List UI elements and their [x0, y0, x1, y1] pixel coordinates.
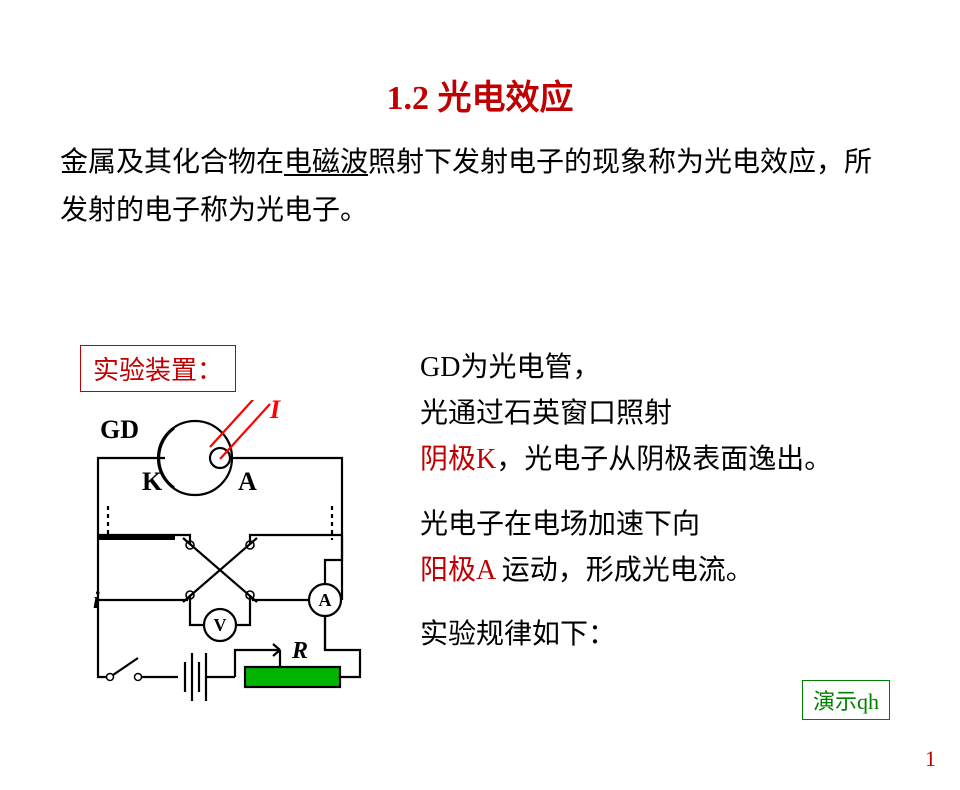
intro-paragraph: 金属及其化合物在电磁波照射下发射电子的现象称为光电效应，所发射的电子称为光电子。 — [60, 139, 900, 234]
desc-p3: 实验规律如下： — [420, 612, 900, 658]
current-i-label: i — [93, 588, 100, 614]
p1-b: 光通过石英窗口照射 — [420, 398, 672, 429]
gd-label: GD — [100, 415, 139, 444]
p2-b-post: 运动，形成光电流。 — [495, 555, 754, 586]
intro-pre: 金属及其化合物在 — [60, 147, 284, 178]
k-label: K — [142, 467, 163, 496]
desc-p1: GD为光电管， 光通过石英窗口照射 阴极K，光电子从阴极表面逸出。 — [420, 345, 900, 484]
circuit-diagram: V A GDK A Ii R — [70, 400, 390, 720]
voltmeter-label: V — [214, 615, 227, 635]
page-title: 1.2 光电效应 — [0, 70, 960, 119]
title-text: 1.2 光电效应 — [387, 80, 574, 117]
p2-b-red: 阳极A — [420, 555, 495, 586]
right-column: GD为光电管， 光通过石英窗口照射 阴极K，光电子从阴极表面逸出。 光电子在电场… — [420, 345, 900, 676]
desc-p2: 光电子在电场加速下向 阳极A 运动，形成光电流。 — [420, 502, 900, 594]
apparatus-label: 实验装置： — [80, 345, 236, 392]
left-column: 实验装置： — [80, 345, 390, 392]
p2-a: 光电子在电场加速下向 — [420, 509, 700, 540]
p1-c-red: 阴极K — [420, 444, 496, 475]
light-i-label: I — [269, 400, 281, 424]
intro-underlined: 电磁波 — [284, 147, 368, 178]
resistor-label: R — [291, 638, 308, 664]
p1-a: GD为光电管， — [420, 352, 600, 383]
page-number: 1 — [925, 746, 936, 772]
a-label: A — [238, 467, 257, 496]
demo-label: 演示qh — [802, 680, 890, 720]
ammeter-label: A — [319, 590, 332, 610]
p1-c-post: ，光电子从阴极表面逸出。 — [496, 444, 832, 475]
